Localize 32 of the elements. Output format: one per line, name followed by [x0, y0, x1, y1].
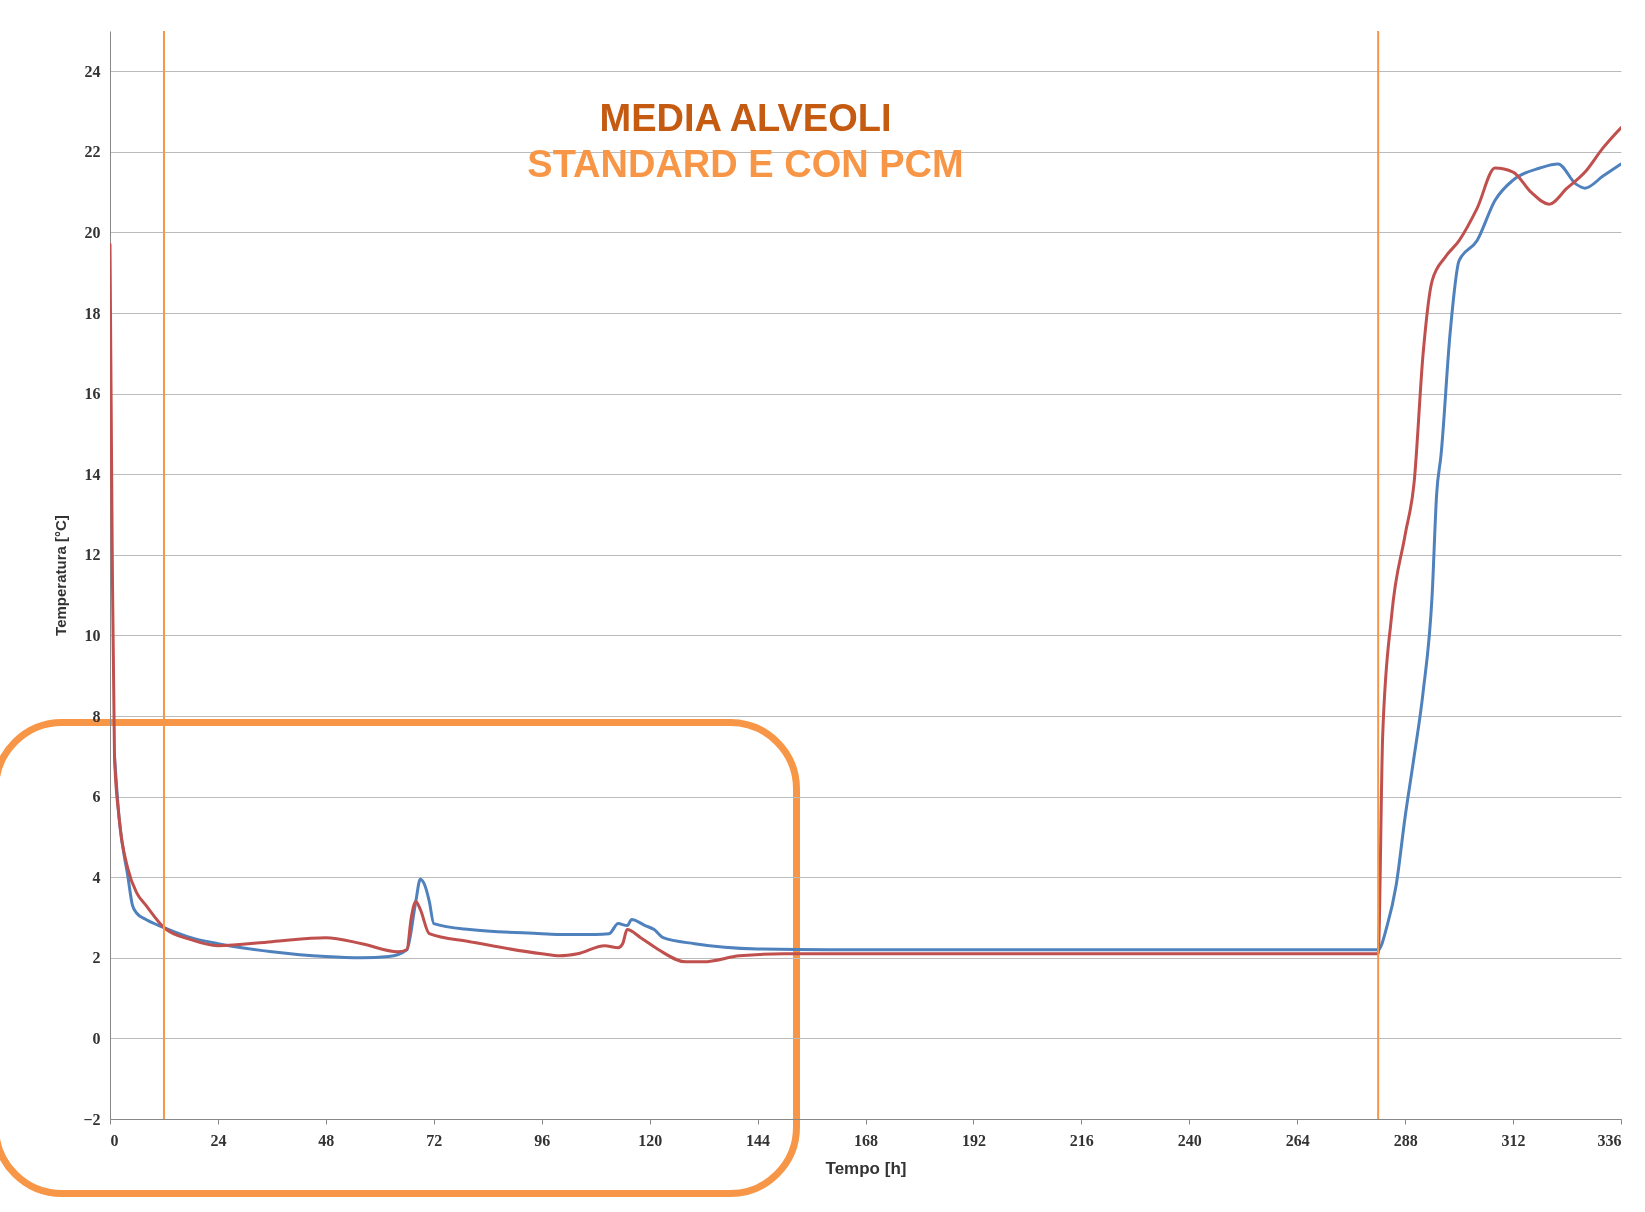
- y-tick-label: 22: [84, 143, 101, 161]
- x-tick-label: 0: [110, 1131, 119, 1149]
- x-tick-label: 72: [426, 1131, 443, 1149]
- x-tick-label: 336: [1597, 1131, 1622, 1149]
- x-tick-label: 240: [1177, 1131, 1202, 1149]
- y-tick-label: 18: [84, 304, 101, 322]
- y-tick-label: 24: [84, 62, 101, 80]
- y-tick-label: 4: [92, 868, 101, 886]
- x-tick-label: 24: [210, 1131, 227, 1149]
- y-tick-label: 12: [84, 546, 101, 564]
- x-tick-label: 48: [318, 1131, 335, 1149]
- text: STANDARD E CON PCM: [527, 143, 964, 185]
- x-tick-label: 288: [1393, 1131, 1418, 1149]
- y-tick-label: 20: [84, 223, 101, 241]
- x-tick-label: 168: [854, 1131, 878, 1149]
- x-tick-label: 120: [638, 1131, 663, 1149]
- y-tick-label: −2: [83, 1110, 101, 1128]
- x-tick-label: 96: [534, 1131, 551, 1149]
- x-tick-label: 312: [1501, 1131, 1526, 1149]
- y-tick-label: 2: [92, 949, 101, 967]
- text: MEDIA ALVEOLI: [599, 97, 892, 139]
- y-axis-title: Temperatura [°C]: [52, 515, 70, 636]
- x-axis-title: Tempo [h]: [825, 1158, 907, 1178]
- y-tick-label: 0: [92, 1029, 101, 1047]
- x-tick-label: 264: [1285, 1131, 1310, 1149]
- x-tick-label: 192: [961, 1131, 986, 1149]
- y-tick-label: 16: [84, 385, 101, 403]
- y-tick-label: 14: [84, 465, 101, 483]
- y-tick-label: 10: [84, 626, 101, 644]
- x-tick-label: 216: [1069, 1131, 1094, 1149]
- y-tick-label: 6: [92, 788, 101, 806]
- x-tick-label: 144: [746, 1131, 771, 1149]
